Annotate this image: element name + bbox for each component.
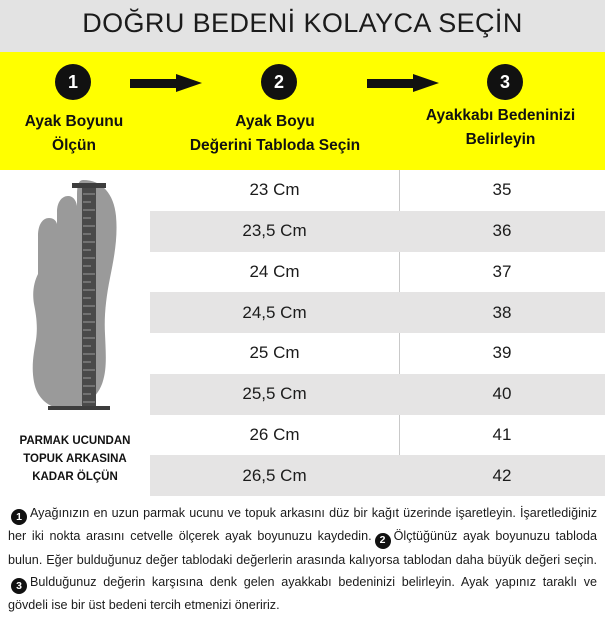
cell-shoe-size: 39 <box>492 343 512 363</box>
arrow-right-icon-1 <box>130 74 202 92</box>
column-divider <box>399 333 400 374</box>
cell-shoe-size: 35 <box>492 180 512 200</box>
arrow-shaft <box>130 79 178 88</box>
cell-foot-length: 26 Cm <box>249 424 300 444</box>
step-1-label: Ayak Boyunu Ölçün <box>24 113 124 154</box>
cell-shoe-size: 42 <box>492 465 512 485</box>
cell-foot-length: 24 Cm <box>249 261 300 281</box>
ruler-body <box>82 186 96 408</box>
column-divider <box>399 414 400 456</box>
ruler-baseline <box>48 406 110 410</box>
cell-foot-length: 24,5 Cm <box>242 302 307 322</box>
foot-silhouette <box>32 180 117 410</box>
footer-text-1: Ayağınızın en uzun parmak ucunu ve topuk… <box>8 506 597 544</box>
foot-icon <box>32 180 117 410</box>
foot-measure-illustration: PARMAK UCUNDAN TOPUK ARKASINA KADAR ÖLÇÜN <box>0 170 150 496</box>
footer-marker-2: 2 <box>374 532 391 549</box>
arrow-right-icon-2 <box>367 74 439 92</box>
step-2-label: Ayak Boyu Değerini Tabloda Seçin <box>189 113 361 154</box>
cell-shoe-size: 37 <box>492 261 512 281</box>
footer-text-2: Ölçtüğünüz ayak boyunuzu tabloda bulun. … <box>8 529 597 567</box>
ruler-ticks <box>83 193 95 403</box>
column-divider <box>399 170 400 211</box>
column-divider <box>399 251 400 293</box>
arrow-shaft <box>367 79 415 88</box>
step-2-badge: 2 <box>261 64 297 100</box>
cell-shoe-size: 36 <box>492 221 512 241</box>
cell-foot-length: 26,5 Cm <box>242 465 307 485</box>
arrow-head <box>413 74 439 92</box>
cell-foot-length: 25 Cm <box>249 343 300 363</box>
page-title: DOĞRU BEDENİ KOLAYCA SEÇİN <box>82 8 523 38</box>
cell-shoe-size: 38 <box>492 302 512 322</box>
title-band: DOĞRU BEDENİ KOLAYCA SEÇİN <box>0 0 605 52</box>
row-stripe <box>150 292 605 333</box>
row-stripe <box>150 210 605 252</box>
cell-shoe-size: 40 <box>492 384 512 404</box>
cell-foot-length: 23,5 Cm <box>242 221 307 241</box>
cell-foot-length: 23 Cm <box>249 180 300 200</box>
arrow-head <box>176 74 202 92</box>
cell-shoe-size: 41 <box>492 424 512 444</box>
ruler-top-cap <box>72 183 106 188</box>
foot-caption: PARMAK UCUNDAN TOPUK ARKASINA KADAR ÖLÇÜN <box>19 435 131 483</box>
step-3-label: Ayakkabı Bedeninizi Belirleyin <box>425 107 576 148</box>
cell-foot-length: 25,5 Cm <box>242 384 307 404</box>
footer-marker-1: 1 <box>11 509 27 526</box>
instructions-footer: 1 Ayağınızın en uzun parmak ucunu ve topu… <box>0 496 605 614</box>
step-1-badge: 1 <box>55 64 91 100</box>
step-3-badge: 3 <box>487 64 523 100</box>
footer-marker-3: 3 <box>11 578 27 595</box>
row-stripe <box>150 373 605 415</box>
footer-text-3: Bulduğunuz değerin karşısına denk gelen … <box>8 575 597 613</box>
row-stripe <box>150 455 605 496</box>
